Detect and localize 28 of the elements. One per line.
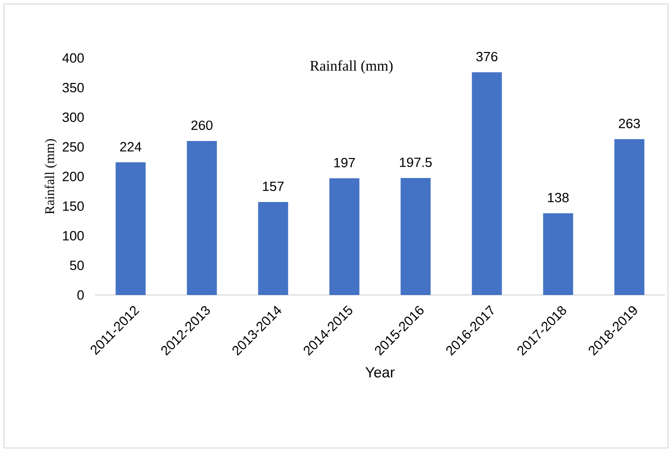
data-label: 260 bbox=[191, 120, 212, 130]
y-tick-label: 300 bbox=[62, 112, 84, 122]
bar bbox=[116, 162, 146, 295]
data-label: 224 bbox=[120, 142, 142, 152]
data-label: 138 bbox=[548, 192, 569, 202]
bar bbox=[186, 140, 217, 295]
y-tick-label: 0 bbox=[77, 290, 84, 300]
bar bbox=[614, 139, 644, 295]
data-label: 197.5 bbox=[400, 158, 432, 168]
data-label: 263 bbox=[618, 118, 640, 128]
data-label: 157 bbox=[263, 182, 284, 192]
data-label: 197 bbox=[334, 158, 355, 168]
bar bbox=[258, 202, 288, 295]
bar bbox=[472, 72, 502, 295]
y-tick-label: 150 bbox=[63, 201, 84, 211]
y-tick-label: 50 bbox=[70, 260, 84, 270]
y-tick-label: 250 bbox=[62, 142, 84, 152]
bar bbox=[400, 178, 431, 295]
x-axis-title: Year bbox=[365, 367, 395, 378]
y-axis-title: Rainfall (mm) bbox=[44, 139, 57, 214]
chart-title: Rainfall (mm) bbox=[310, 60, 393, 74]
bar bbox=[543, 213, 574, 295]
y-tick-label: 350 bbox=[62, 82, 84, 92]
y-tick-label: 100 bbox=[63, 231, 84, 240]
bar bbox=[329, 178, 360, 295]
y-tick-label: 400 bbox=[62, 53, 84, 63]
data-label: 376 bbox=[476, 52, 498, 62]
y-tick-label: 200 bbox=[62, 172, 84, 182]
